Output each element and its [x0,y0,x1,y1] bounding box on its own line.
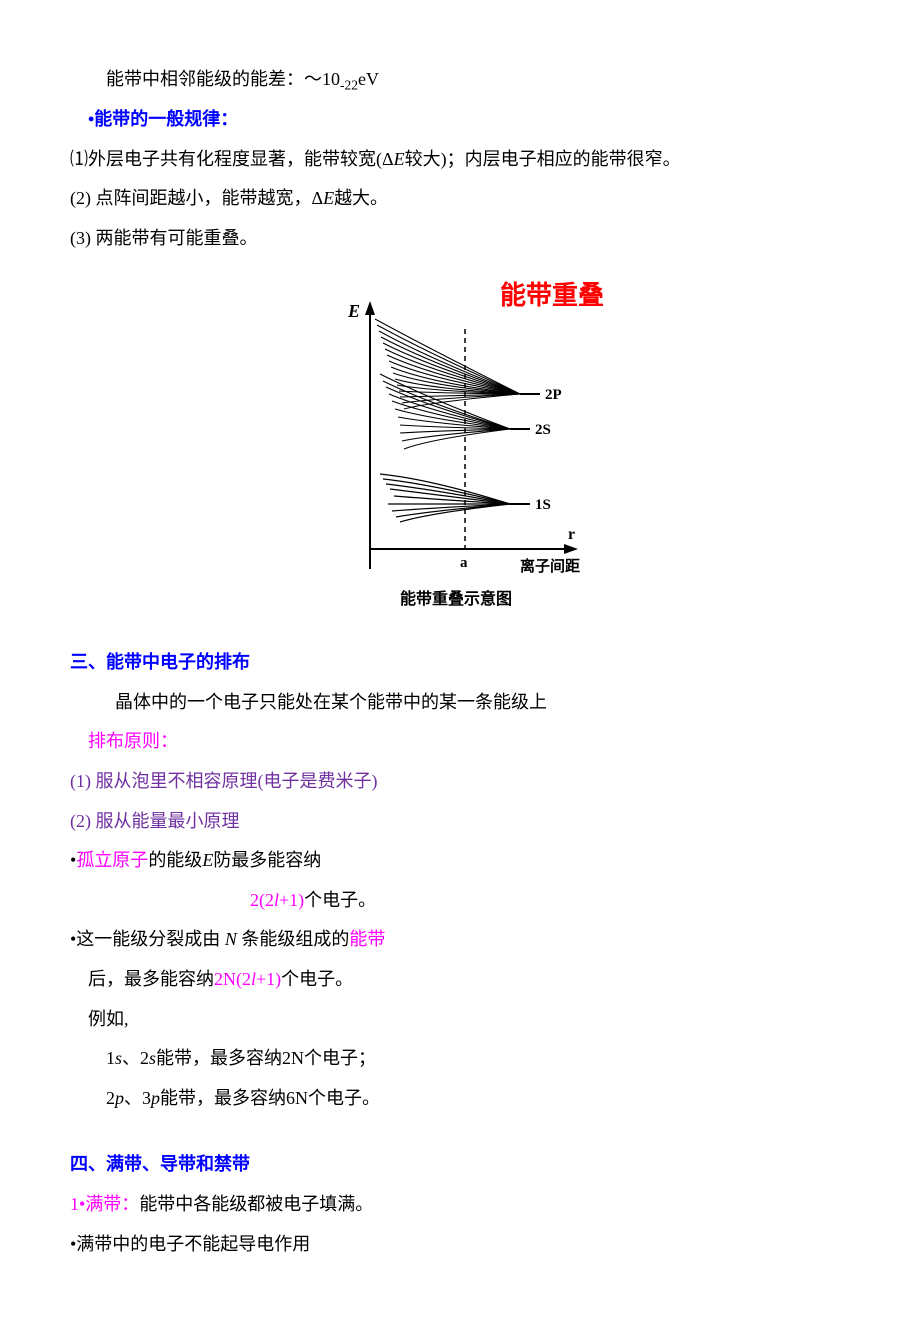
sec3-principle-1: (1) 服从泡里不相容原理(电子是费米子) [70,762,850,802]
text: •这一能级分裂成由 [70,929,225,949]
sec3-isolated-atom: •孤立原子的能级E防最多能容纳 [70,841,850,881]
text: +1) [279,890,304,910]
y-label: E [347,301,360,321]
spacer [70,1118,850,1145]
sec3-example-2: 2p、3p能带，最多容纳6N个电子。 [70,1079,850,1119]
var-E: E [202,850,213,870]
text-highlight: 1•满带： [70,1194,139,1214]
sec4-line-1: 1•满带：能带中各能级都被电子填满。 [70,1185,850,1225]
var-p: p [115,1088,124,1108]
diagram-caption: 能带重叠示意图 [400,589,512,608]
text: 个电子。 [281,969,353,989]
label-2p: 2P [545,387,562,403]
text: 较大)；内层电子相应的能带很窄。 [405,149,681,169]
text: ⑴外层电子共有化程度显著，能带较宽(Δ [70,149,394,169]
var-s: s [149,1048,156,1068]
text: 1 [106,1048,115,1068]
section-4-heading: 四、满带、导带和禁带 [70,1145,850,1185]
text-highlight: 孤立原子 [76,850,148,870]
text: 能带中相邻能级的能差：〜10 [106,69,340,89]
rules-heading: •能带的一般规律： [70,100,850,140]
x-label: r [568,526,575,543]
text: 能带中各能级都被电子填满。 [139,1194,373,1214]
section-3-heading: 三、能带中电子的排布 [70,643,850,683]
text: 2(2 [250,890,274,910]
text: 能带，最多容纳6N个电子。 [160,1088,380,1108]
sec3-formula-1: 2(2l+1)个电子。 [70,881,850,921]
y-arrow [365,301,375,315]
text: 的能级 [148,850,202,870]
diagram-title: 能带重叠 [500,280,604,310]
var-E: E [323,188,334,208]
var-E: E [394,149,405,169]
band-1s [380,474,510,522]
sec3-subheading: 排布原则： [70,722,850,762]
text: 防最多能容纳 [213,850,321,870]
diagram-svg: 能带重叠 E r 离子间距 a 1S [310,279,610,619]
var-s: s [115,1048,122,1068]
sec3-line1: 晶体中的一个电子只能处在某个能带中的某一条能级上 [70,683,850,723]
text: 2N(2 [214,969,251,989]
text: 后，最多能容纳 [88,969,214,989]
text-highlight: 能带 [349,929,385,949]
text: 、3 [124,1088,151,1108]
x-tick: a [460,555,468,571]
var-p: p [151,1088,160,1108]
text: 越大。 [334,188,388,208]
text: 个电子。 [304,890,376,910]
label-2s: 2S [535,422,551,438]
x-arrow [564,544,578,554]
sec4-line-2: •满带中的电子不能起导电作用 [70,1225,850,1265]
text: (2) 点阵间距越小，能带越宽，Δ [70,188,323,208]
rule-2: (2) 点阵间距越小，能带越宽，ΔE越大。 [70,179,850,219]
label-1s: 1S [535,497,551,513]
text: +1) [256,969,281,989]
sec3-formula-2: 后，最多能容纳2N(2l+1)个电子。 [70,960,850,1000]
var-N: N [225,929,237,949]
sec3-split-line: •这一能级分裂成由 N 条能级组成的能带 [70,920,850,960]
line-neighbor-energy: 能带中相邻能级的能差：〜10-22eV [70,60,850,100]
text: 2 [106,1088,115,1108]
unit: eV [358,69,379,89]
sec3-principle-2: (2) 服从能量最小原理 [70,802,850,842]
sec3-example-label: 例如, [70,1000,850,1040]
x-sublabel: 离子间距 [520,557,580,575]
text: 能带，最多容纳2N个电子； [156,1048,376,1068]
band-overlap-diagram: 能带重叠 E r 离子间距 a 1S [70,279,850,634]
rule-1: ⑴外层电子共有化程度显著，能带较宽(ΔE较大)；内层电子相应的能带很窄。 [70,140,850,180]
text: 、2 [122,1048,149,1068]
band-2p [375,319,520,409]
subscript: -22 [340,78,358,93]
rule-3: (3) 两能带有可能重叠。 [70,219,850,259]
text: 条能级组成的 [237,929,350,949]
sec3-example-1: 1s、2s能带，最多容纳2N个电子； [70,1039,850,1079]
